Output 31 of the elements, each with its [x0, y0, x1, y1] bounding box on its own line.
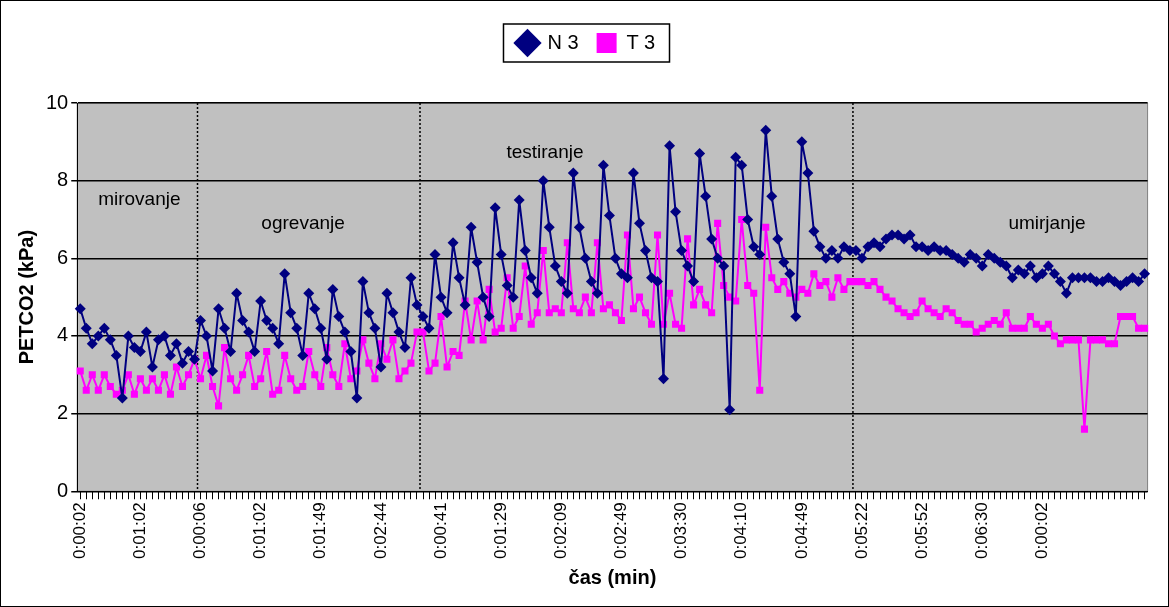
x-tick-label: 0:02:44	[370, 502, 390, 560]
y-tick-label: 10	[46, 90, 69, 113]
annotation: testiranje	[506, 140, 584, 162]
x-tick-label: 0:05:22	[851, 502, 871, 560]
x-tick-label: 0:05:52	[911, 502, 931, 560]
y-axis-title: PETCO2 (kPa)	[14, 229, 37, 365]
legend-label: N 3	[547, 30, 579, 53]
x-tick-label: 0:00:02	[1032, 502, 1052, 560]
x-tick-label: 0:01:49	[310, 502, 330, 560]
x-tick-label: 0:01:29	[490, 502, 510, 560]
x-tick-label: 0:04:10	[731, 502, 751, 560]
x-tick-label: 0:00:02	[69, 502, 89, 560]
y-tick-label: 8	[57, 168, 69, 191]
x-tick-label: 0:01:02	[250, 502, 270, 560]
x-tick-label: 0:02:49	[611, 502, 631, 560]
annotation: umirjanje	[1008, 211, 1086, 233]
x-tick-label: 0:00:06	[190, 502, 210, 560]
y-tick-label: 4	[57, 323, 69, 346]
annotation: mirovanje	[98, 188, 181, 210]
x-axis-title: čas (min)	[568, 565, 657, 588]
y-tick-label: 0	[57, 478, 69, 501]
x-tick-label: 0:00:41	[430, 502, 450, 560]
y-tick-label: 2	[57, 401, 69, 424]
annotation: ogrevanje	[261, 211, 345, 233]
x-tick-label: 0:03:30	[671, 502, 691, 560]
x-tick-label: 0:01:02	[130, 502, 150, 560]
x-tick-label: 0:06:30	[971, 502, 991, 560]
x-tick-label: 0:02:09	[550, 502, 570, 560]
y-tick-label: 6	[57, 245, 69, 268]
x-tick-label: 0:04:49	[791, 502, 811, 560]
legend-label: T 3	[626, 30, 656, 53]
